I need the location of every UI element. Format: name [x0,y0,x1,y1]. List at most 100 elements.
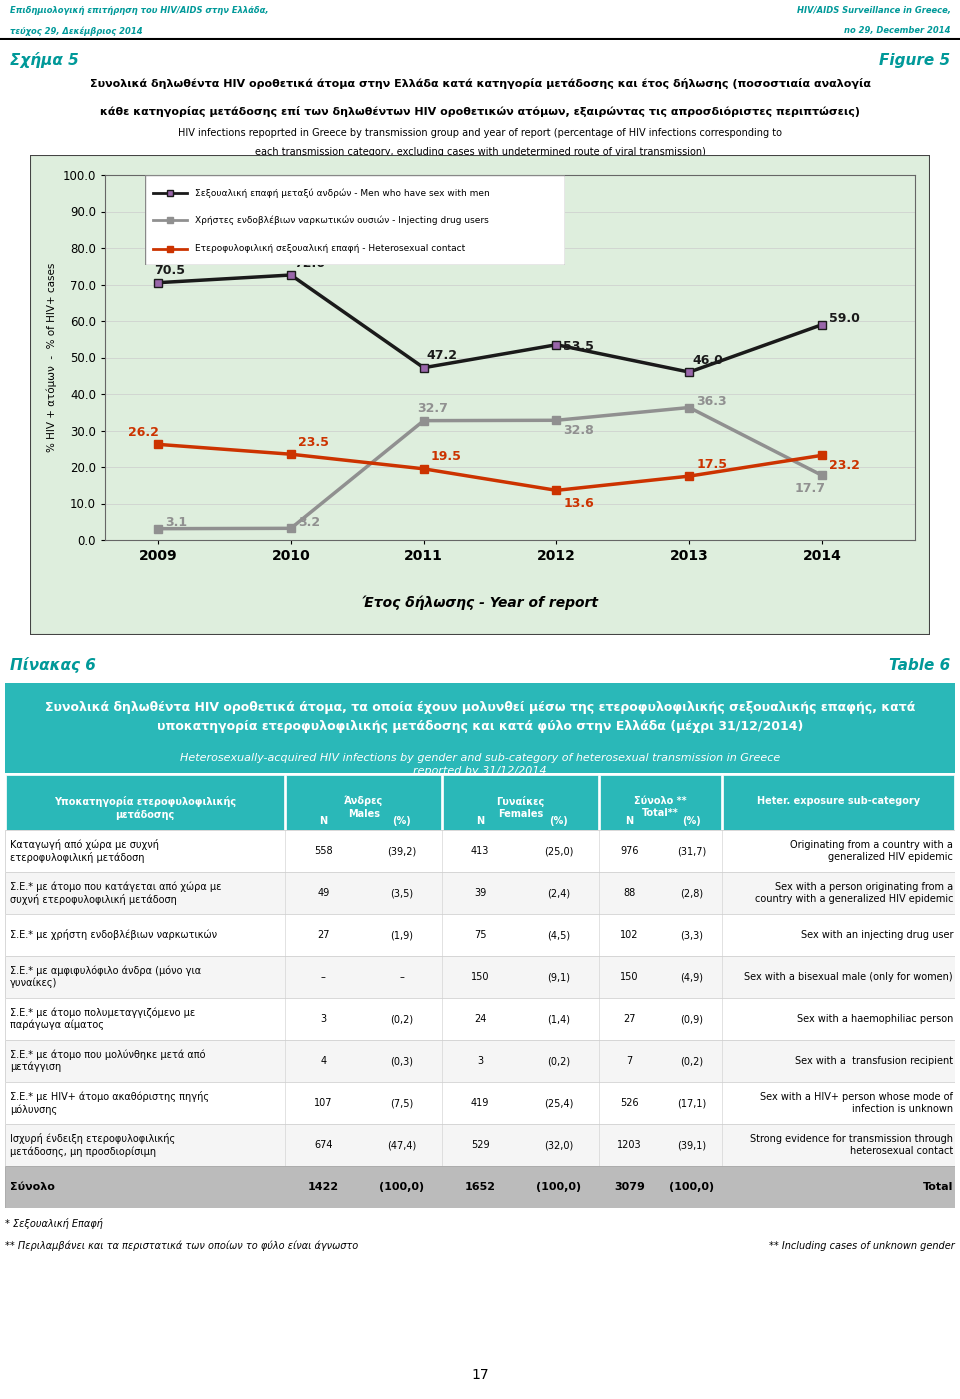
Text: (0,3): (0,3) [390,1056,413,1066]
Text: 13.6: 13.6 [564,497,594,511]
Text: Ετεροφυλοφιλική σεξουαλική επαφή - Heterosexual contact: Ετεροφυλοφιλική σεξουαλική επαφή - Heter… [196,245,466,253]
Text: Γυναίκες
Females: Γυναίκες Females [496,796,544,820]
Text: 1422: 1422 [308,1182,339,1192]
Text: Σχήμα 5: Σχήμα 5 [10,53,79,69]
FancyBboxPatch shape [5,1081,955,1123]
Text: Σ.Ε.* με άτομο που κατάγεται από χώρα με
συχνή ετεροφυλοφιλική μετάδοση: Σ.Ε.* με άτομο που κατάγεται από χώρα με… [10,881,221,905]
Text: 976: 976 [620,846,638,856]
Text: 23.5: 23.5 [298,436,328,449]
Text: κάθε κατηγορίας μετάδοσης επί των δηλωθέντων HIV οροθετικών ατόμων, εξαιρώντας τ: κάθε κατηγορίας μετάδοσης επί των δηλωθέ… [100,106,860,118]
Text: 32.7: 32.7 [417,403,447,416]
Text: N: N [319,816,327,825]
Text: * Σεξουαλική Επαφή: * Σεξουαλική Επαφή [5,1219,103,1230]
Text: Heterosexually-acquired HIV infections by gender and sub-category of heterosexua: Heterosexually-acquired HIV infections b… [180,753,780,776]
Text: 1203: 1203 [617,1140,642,1150]
Text: Άνδρες
Males: Άνδρες Males [344,796,383,818]
Text: (3,5): (3,5) [390,888,413,898]
Text: 7: 7 [627,1056,633,1066]
Text: (4,9): (4,9) [680,972,703,982]
Text: 17.5: 17.5 [696,457,728,471]
Text: (32,0): (32,0) [543,1140,573,1150]
Text: Σ.Ε.* με αμφιφυλόφιλο άνδρα (μόνο για
γυναίκες): Σ.Ε.* με αμφιφυλόφιλο άνδρα (μόνο για γυ… [10,965,201,988]
Text: HIV infections repoprted in Greece by transmission group and year of report (per: HIV infections repoprted in Greece by tr… [178,129,782,139]
Text: Σ.Ε.* με άτομο που μολύνθηκε μετά από
μετάγγιση: Σ.Ε.* με άτομο που μολύνθηκε μετά από με… [10,1049,205,1073]
FancyBboxPatch shape [600,775,721,830]
Text: (25,0): (25,0) [543,846,573,856]
Text: Figure 5: Figure 5 [879,53,950,69]
Text: Table 6: Table 6 [889,658,950,673]
Text: 3079: 3079 [614,1182,645,1192]
Text: (0,2): (0,2) [547,1056,570,1066]
Text: 49: 49 [317,888,329,898]
Text: 32.8: 32.8 [564,424,594,436]
Text: Sex with an injecting drug user: Sex with an injecting drug user [801,930,953,940]
Text: 23.2: 23.2 [829,459,860,473]
Text: 70.5: 70.5 [154,264,185,277]
Text: 59.0: 59.0 [829,312,860,325]
Text: (100,0): (100,0) [379,1182,424,1192]
Text: 72.6: 72.6 [294,256,324,270]
Text: 53.5: 53.5 [564,340,594,354]
Text: –: – [399,972,404,982]
Text: (39,2): (39,2) [387,846,417,856]
Text: 19.5: 19.5 [431,450,462,463]
Text: no 29, December 2014: no 29, December 2014 [844,27,950,35]
Text: (0,2): (0,2) [390,1014,413,1024]
Text: Σεξουαλική επαφή μεταξύ ανδρών - Men who have sex with men: Σεξουαλική επαφή μεταξύ ανδρών - Men who… [196,189,491,197]
Text: each transmission category, excluding cases with undetermined route of viral tra: each transmission category, excluding ca… [254,147,706,157]
FancyBboxPatch shape [5,872,955,914]
FancyBboxPatch shape [6,775,284,830]
Text: (1,4): (1,4) [547,1014,570,1024]
FancyBboxPatch shape [5,1165,955,1207]
FancyBboxPatch shape [5,830,955,872]
Text: 24: 24 [474,1014,486,1024]
Text: Υποκατηγορία ετεροφυλοφιλικής
μετάδοσης: Υποκατηγορία ετεροφυλοφιλικής μετάδοσης [54,796,236,820]
Text: Καταγωγή από χώρα με συχνή
ετεροφυλοφιλική μετάδοση: Καταγωγή από χώρα με συχνή ετεροφυλοφιλι… [10,839,158,863]
FancyBboxPatch shape [30,155,930,635]
Text: 419: 419 [470,1098,490,1108]
Text: N: N [626,816,634,825]
Text: τεύχος 29, Δεκέμβριος 2014: τεύχος 29, Δεκέμβριος 2014 [10,27,142,35]
Text: 150: 150 [620,972,638,982]
Text: Σύνολο **
Total**: Σύνολο ** Total** [635,796,686,818]
FancyBboxPatch shape [286,775,441,830]
FancyBboxPatch shape [5,997,955,1039]
Text: N: N [476,816,484,825]
Text: (9,1): (9,1) [547,972,570,982]
Text: Χρήστες ενδοβλέβιων ναρκωτικών ουσιών - Injecting drug users: Χρήστες ενδοβλέβιων ναρκωτικών ουσιών - … [196,215,490,225]
Text: (100,0): (100,0) [536,1182,581,1192]
Text: 26.2: 26.2 [128,427,158,439]
Text: 46.0: 46.0 [692,354,723,367]
Text: (4,5): (4,5) [547,930,570,940]
Text: 4: 4 [321,1056,326,1066]
Text: Sex with a haemophiliac person: Sex with a haemophiliac person [797,1014,953,1024]
Text: Sex with a person originating from a
country with a generalized HIV epidemic: Sex with a person originating from a cou… [755,883,953,904]
Text: Strong evidence for transmission through
heterosexual contact: Strong evidence for transmission through… [750,1135,953,1156]
Text: (39,1): (39,1) [677,1140,706,1150]
Text: Σύνολο: Σύνολο [10,1182,55,1192]
Text: 17.7: 17.7 [794,483,826,495]
Text: 47.2: 47.2 [426,350,458,362]
FancyBboxPatch shape [5,914,955,956]
Text: Συνολικά δηλωθέντα HIV οροθετικά άτομα στην Ελλάδα κατά κατηγορία μετάδοσης και : Συνολικά δηλωθέντα HIV οροθετικά άτομα σ… [89,78,871,90]
Text: 674: 674 [314,1140,332,1150]
Text: 3: 3 [477,1056,483,1066]
Text: 39: 39 [474,888,486,898]
Text: (25,4): (25,4) [543,1098,573,1108]
Text: Sex with a bisexual male (only for women): Sex with a bisexual male (only for women… [744,972,953,982]
Text: (1,9): (1,9) [390,930,413,940]
FancyBboxPatch shape [723,775,954,830]
Text: Επιδημιολογική επιτήρηση του HIV/AIDS στην Ελλάδα,: Επιδημιολογική επιτήρηση του HIV/AIDS στ… [10,6,268,15]
Text: Ισχυρή ένδειξη ετεροφυλοφιλικής
μετάδοσης, μη προσδιορίσιμη: Ισχυρή ένδειξη ετεροφυλοφιλικής μετάδοση… [10,1133,175,1157]
Text: (%): (%) [682,816,701,825]
Text: (2,8): (2,8) [680,888,703,898]
Text: –: – [321,972,325,982]
Text: (100,0): (100,0) [669,1182,714,1192]
Text: 107: 107 [314,1098,332,1108]
Text: 88: 88 [623,888,636,898]
Text: (17,1): (17,1) [677,1098,706,1108]
Text: (31,7): (31,7) [677,846,706,856]
Text: 3.2: 3.2 [298,516,320,529]
Text: Heter. exposure sub-category: Heter. exposure sub-category [757,796,921,806]
Text: (%): (%) [393,816,411,825]
